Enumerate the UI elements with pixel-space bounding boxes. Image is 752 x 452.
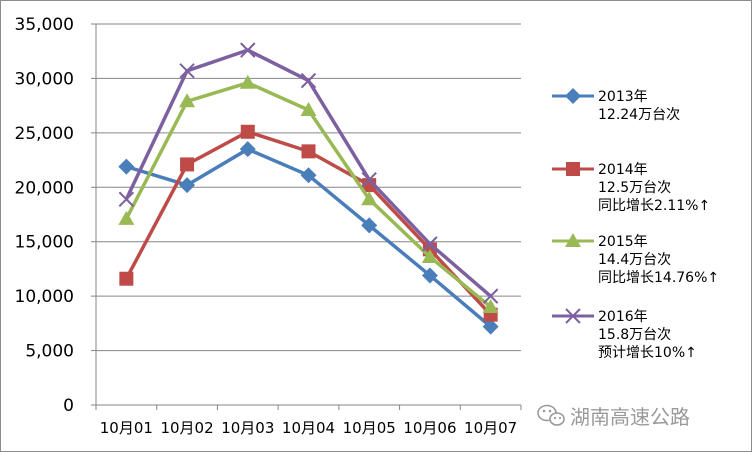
data-point [240,42,256,58]
data-point [421,267,438,284]
data-point [180,157,195,172]
legend-label: 2015年 [598,234,648,250]
series-line [124,81,492,309]
legend-label: 2016年 [598,309,648,325]
data-point [239,74,256,89]
legend-note: 14.4万台次 [598,252,671,268]
data-point [118,191,135,207]
data-point [179,63,195,79]
series-2 [118,74,499,314]
y-tick-label: 0 [63,396,74,416]
data-point [301,144,316,159]
series-0 [118,141,499,335]
data-point [482,318,499,335]
data-point [179,177,196,194]
legend-label: 2013年 [598,89,648,105]
legend-note: 15.8万台次 [598,327,671,343]
legend-note: 预计增长10%↑ [598,345,697,361]
data-point [240,124,255,139]
grid-lines [96,23,521,352]
x-tick-label: 10月06 [403,419,456,437]
data-point [482,288,499,304]
legend-marker [566,162,580,176]
data-point [300,101,317,116]
series-3 [118,42,499,304]
y-tick-label: 5,000 [25,342,74,362]
legend-entry: 2013年 12.24万台次 [552,88,680,123]
legend-note: 12.24万台次 [598,107,680,123]
y-axis-ticks: 0 5,000 10,000 15,000 20,000 25,000 30,000 35,0… [15,15,74,416]
data-point [179,93,196,108]
data-point [422,236,438,252]
x-tick-label: 10月05 [343,419,396,437]
x-axis-ticks: 10月01 10月02 10月03 10月04 10月05 10月06 10月07 [100,419,517,437]
data-point [482,299,499,314]
legend-note: 同比增长14.76%↑ [598,270,719,286]
legend-note: 12.5万台次 [598,180,671,196]
x-tick-label: 10月02 [160,419,213,437]
series-layer [118,42,499,335]
data-point [361,217,378,234]
axes [91,23,522,410]
y-tick-label: 35,000 [15,15,74,35]
data-point [421,248,438,263]
y-tick-label: 30,000 [15,69,74,89]
y-tick-label: 20,000 [15,178,74,198]
data-point [361,191,378,206]
y-tick-label: 25,000 [15,124,74,144]
data-point [118,158,135,175]
watermark: 湖南高速公路 [537,404,690,429]
legend-marker [565,88,581,104]
series-1 [119,124,498,322]
data-point [300,167,317,184]
data-point [118,210,135,225]
data-point [239,141,256,158]
x-tick-label: 10月07 [464,419,517,437]
x-tick-label: 10月04 [282,419,335,437]
x-tick-label: 10月03 [221,419,274,437]
legend-label: 2014年 [598,162,648,178]
legend-note: 同比增长2.11%↑ [598,198,710,214]
y-tick-label: 15,000 [15,233,74,253]
x-tick-label: 10月01 [100,419,153,437]
legend-marker [565,308,581,324]
y-tick-label: 10,000 [15,287,74,307]
wechat-icon [537,404,565,426]
data-point [300,72,317,89]
legend-marker [565,233,581,247]
data-point [361,171,377,188]
data-point [119,271,134,286]
watermark-text: 湖南高速公路 [570,405,690,429]
